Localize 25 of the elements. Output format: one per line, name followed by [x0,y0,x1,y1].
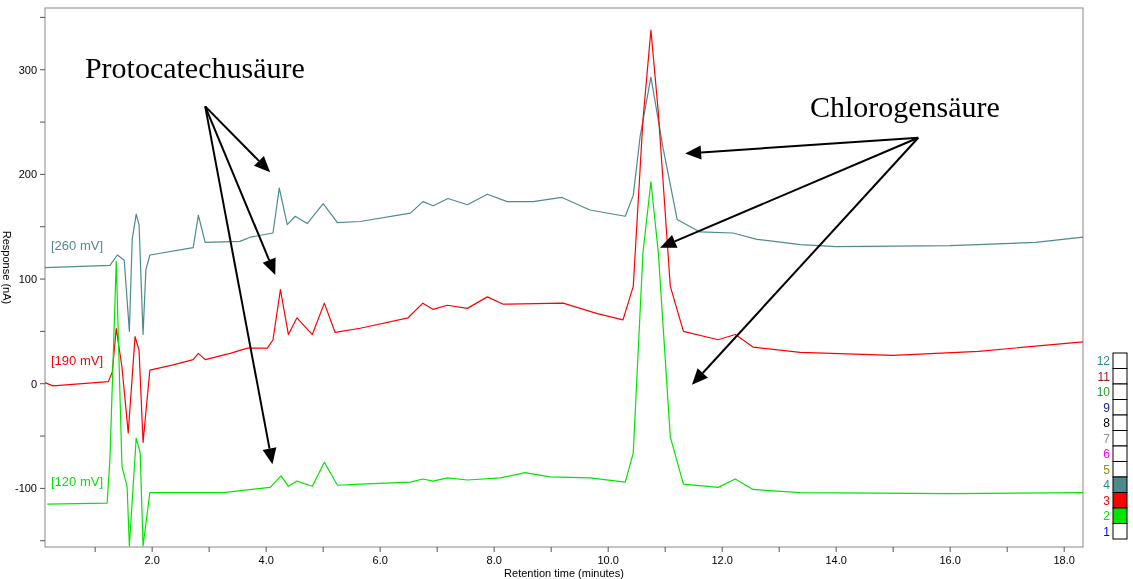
series-label: [190 mV] [51,352,104,368]
x-tick-label: 6.0 [372,554,388,566]
line-series [44,76,1084,336]
x-tick-label: 16.0 [939,554,961,566]
annotation: Protocatechusäure [84,51,305,85]
x-tick-label: 10.0 [597,554,619,566]
y-tick-label: 0 [30,377,37,390]
x-tick-label: 14.0 [825,554,847,566]
x-tick-label: 18.0 [1053,554,1075,566]
x-tick-label: 2.0 [144,554,160,566]
x-tick-label: 8.0 [486,554,502,566]
y-tick-label: 200 [18,168,37,181]
series-label: [260 mV] [51,237,104,253]
x-axis-title: Retention time (minutes) [504,567,624,579]
line-series [44,29,1084,443]
x-tick-label: 4.0 [258,554,274,566]
series-label: [120 mV] [51,474,104,490]
annotation: Chlorogensäure [809,89,1000,123]
y-tick-label: 300 [18,63,37,76]
channel-key: 12 11 10 9 8 7 6 5 4 3 2 1 [1096,352,1128,540]
line-series [46,181,1084,547]
x-tick-label: 12.0 [711,554,733,566]
y-axis-title: Response (nA) [1,230,13,305]
y-tick-label: -100 [14,482,37,495]
y-tick-label: 100 [18,273,37,286]
